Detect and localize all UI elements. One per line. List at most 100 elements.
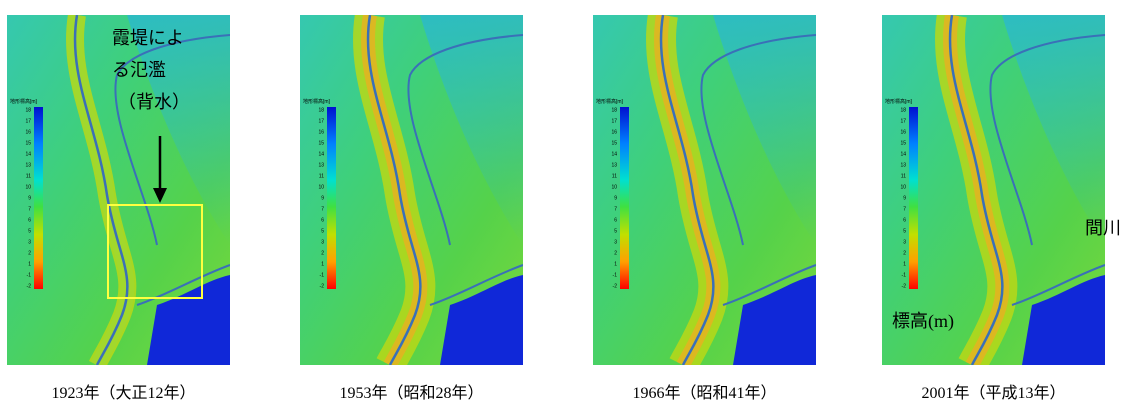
legend-bar — [620, 107, 629, 289]
upper-channel — [989, 34, 1105, 246]
upland — [127, 15, 230, 245]
legend-tick: 3 — [28, 239, 31, 245]
legend-tick: 11 — [612, 173, 617, 179]
legend-tick: 11 — [901, 173, 906, 179]
legend-tick: 10 — [900, 184, 906, 190]
legend-tick: 7 — [903, 206, 906, 212]
legend-tick: 9 — [903, 195, 906, 201]
legend-tick: 16 — [318, 129, 324, 135]
legend-tick: 18 — [900, 107, 906, 113]
legend-tick: 3 — [903, 239, 906, 245]
tributary — [429, 264, 523, 306]
legend-tick: 1 — [28, 261, 31, 267]
legend-tick: 9 — [614, 195, 617, 201]
legend-tick: 18 — [611, 107, 617, 113]
legend-tick: 7 — [614, 206, 617, 212]
legend-bar — [34, 107, 43, 289]
legend-tick: -1 — [320, 272, 325, 278]
legend-tick: 3 — [321, 239, 324, 245]
legend-tick: 17 — [318, 118, 324, 124]
legend-tick: 5 — [321, 228, 324, 234]
legend-title: 地形標高[m] — [303, 98, 331, 105]
legend-tick: 16 — [900, 129, 906, 135]
legend-tick: 5 — [28, 228, 31, 234]
legend-tick: 18 — [25, 107, 31, 113]
legend-tick: -2 — [613, 283, 618, 289]
legend-tick: 7 — [321, 206, 324, 212]
arrow-head — [153, 188, 167, 203]
tributary — [136, 264, 230, 306]
legend-tick: 13 — [25, 162, 31, 168]
legend-tick: 2 — [321, 250, 324, 256]
elevation-label: 標高(m) — [892, 311, 954, 332]
lowland-blue — [147, 275, 230, 365]
legend-tick: 17 — [611, 118, 617, 124]
legend-tick: 15 — [318, 140, 324, 146]
caption: 1923年（大正12年） — [51, 384, 195, 402]
map-panel — [593, 15, 816, 365]
legend-tick: 17 — [900, 118, 906, 124]
legend-tick: 13 — [611, 162, 617, 168]
legend-tick: 1 — [321, 261, 324, 267]
legend-tick: 2 — [614, 250, 617, 256]
legend-tick: 2 — [28, 250, 31, 256]
legend-tick: 1 — [614, 261, 617, 267]
map-panel — [882, 15, 1105, 365]
legend-tick: 15 — [900, 140, 906, 146]
flood-annotation: 霞堤によ — [112, 28, 184, 48]
legend-tick: 14 — [611, 151, 617, 157]
lowland-blue — [440, 275, 523, 365]
legend-tick: -1 — [613, 272, 618, 278]
legend-tick: 11 — [26, 173, 31, 179]
legend-tick: 17 — [25, 118, 31, 124]
legend-tick: 14 — [900, 151, 906, 157]
tributary — [722, 264, 816, 306]
legend-tick: 2 — [903, 250, 906, 256]
lowland-blue — [1022, 275, 1105, 365]
legend-tick: 14 — [318, 151, 324, 157]
legend-tick: 16 — [611, 129, 617, 135]
legend-tick: 10 — [611, 184, 617, 190]
legend-tick: 6 — [321, 217, 324, 223]
legend-title: 地形標高[m] — [10, 98, 38, 105]
upper-channel — [700, 34, 816, 246]
caption: 1953年（昭和28年） — [339, 384, 483, 402]
legend-tick: -2 — [27, 283, 32, 289]
legend-tick: 10 — [25, 184, 31, 190]
legend-tick: 5 — [903, 228, 906, 234]
legend-tick: 1 — [903, 261, 906, 267]
legend-tick: 14 — [25, 151, 31, 157]
legend-tick: 16 — [25, 129, 31, 135]
river-channel — [366, 15, 422, 365]
legend-tick: -1 — [902, 272, 907, 278]
legend-tick: 15 — [25, 140, 31, 146]
legend-tick: 15 — [611, 140, 617, 146]
highlight-box — [107, 204, 203, 299]
legend-tick: 3 — [614, 239, 617, 245]
legend-tick: 9 — [28, 195, 31, 201]
legend-tick: 5 — [614, 228, 617, 234]
legend-tick: 13 — [318, 162, 324, 168]
legend-tick: 18 — [318, 107, 324, 113]
upper-channel — [114, 34, 230, 246]
legend-tick: 9 — [321, 195, 324, 201]
flood-annotation: （背水） — [118, 92, 190, 112]
legend-tick: 6 — [903, 217, 906, 223]
river-channel — [948, 15, 1004, 365]
upland — [1002, 15, 1105, 245]
legend-bar — [909, 107, 918, 289]
river-label: 間川 — [1085, 218, 1121, 238]
legend-tick: 10 — [318, 184, 324, 190]
caption: 2001年（平成13年） — [921, 384, 1065, 402]
upland — [713, 15, 816, 245]
legend-title: 地形標高[m] — [885, 98, 913, 105]
legend-title: 地形標高[m] — [596, 98, 624, 105]
legend-bar — [327, 107, 336, 289]
river-channel — [73, 15, 129, 365]
legend-tick: 13 — [900, 162, 906, 168]
legend-tick: 6 — [28, 217, 31, 223]
legend-tick: -2 — [902, 283, 907, 289]
lowland-blue — [733, 275, 816, 365]
upland — [420, 15, 523, 245]
